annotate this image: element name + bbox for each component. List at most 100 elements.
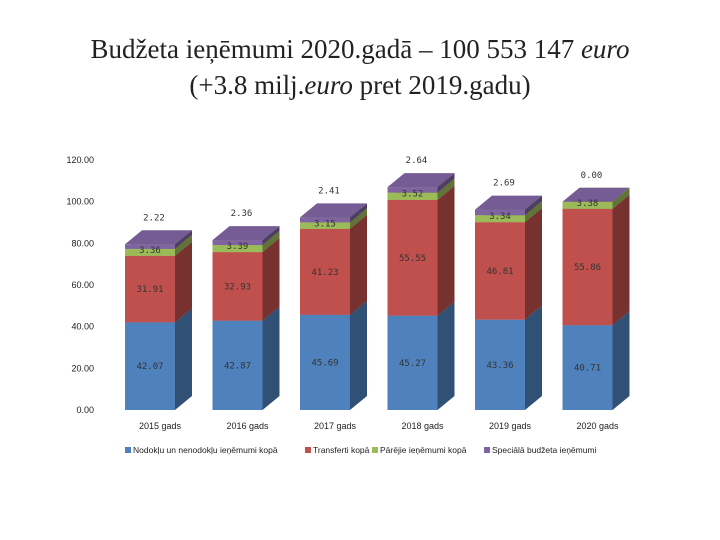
legend-swatch: [125, 447, 131, 453]
bar-segment-side: [175, 234, 192, 256]
x-category-label: 2019 gads: [489, 421, 532, 431]
data-label: 3.38: [577, 199, 599, 209]
y-tick-label: 120.00: [66, 155, 94, 165]
y-tick-label: 0.00: [76, 405, 94, 415]
bar-segment-front: [125, 255, 175, 323]
bar-segment-front: [125, 248, 175, 256]
data-label: 2.69: [493, 179, 515, 189]
bar-segment-front: [125, 244, 175, 249]
data-label: 31.91: [136, 285, 163, 295]
bar-segment-side: [350, 208, 367, 229]
bar-segment-front: [475, 209, 525, 216]
bar-segment-top: [125, 230, 192, 245]
bar-segment-front: [212, 245, 263, 253]
data-label: 46.81: [486, 267, 513, 277]
bar-segment-top: [212, 226, 280, 241]
x-category-label: 2020 gads: [576, 421, 619, 431]
legend-label: Pārējie ieņēmumi kopā: [380, 445, 467, 455]
legend-label: Transferti kopā: [313, 445, 370, 455]
bar-group: [125, 230, 192, 410]
bar-segment-side: [437, 178, 455, 200]
legend: Nodokļu un nenodokļu ieņēmumi kopā Transf…: [125, 445, 597, 455]
bar-segment-side: [350, 203, 367, 223]
y-tick-label: 60.00: [71, 280, 94, 290]
bar-segment-front: [125, 322, 175, 410]
x-category-label: 2017 gads: [314, 421, 357, 431]
bar-segment-front: [212, 240, 263, 246]
chart-subtitle-a: (+3.8 milj.: [189, 70, 305, 100]
bar-segment-side: [525, 208, 542, 320]
bar-segment-top: [475, 195, 542, 210]
data-label: 40.71: [574, 364, 601, 374]
legend-swatch: [484, 447, 490, 453]
bar-segment-front: [387, 192, 438, 200]
bar-segment-front: [562, 201, 613, 209]
bar-segment-side: [612, 194, 630, 326]
bar-segment-side: [350, 300, 367, 410]
bar-segment-front: [387, 187, 438, 193]
chart-subtitle-euro: euro: [304, 70, 353, 100]
bar-segment-top: [300, 203, 367, 218]
bar-group: [475, 195, 542, 410]
chart-title-euro: euro: [580, 34, 630, 64]
bar-group: [300, 203, 367, 410]
data-label: 42.87: [224, 361, 251, 371]
bar-segment-side: [612, 187, 630, 209]
bar-segment-side: [612, 311, 630, 410]
data-label: 3.52: [402, 190, 424, 200]
bar-segment-side: [350, 214, 367, 315]
bar-segment-top: [387, 173, 455, 188]
data-label: 2.22: [143, 213, 165, 223]
chart-title-text: Budžeta ieņēmumi 2020.gadā – 100 553 147: [90, 34, 581, 64]
data-label: 3.34: [489, 212, 511, 222]
bar-segment-side: [437, 173, 455, 193]
bar-segment-side: [175, 308, 192, 410]
bar-segment-side: [262, 231, 280, 253]
bar-segment-front: [562, 208, 613, 326]
chart-subtitle-b: pret 2019.gadu): [352, 70, 531, 100]
bar-segment-front: [300, 314, 350, 410]
data-label: 2.64: [406, 156, 428, 166]
y-tick-label: 80.00: [71, 238, 94, 248]
data-label: 42.07: [136, 362, 163, 372]
bar-group: [387, 173, 455, 410]
x-category-label: 2018 gads: [401, 421, 444, 431]
bar-segment-front: [475, 215, 525, 223]
bar-segment-front: [387, 199, 438, 316]
bar-segment-side: [175, 230, 192, 249]
bar-segment-front: [562, 325, 613, 410]
y-tick-label: 100.00: [66, 197, 94, 207]
chart-title-line1: Budžeta ieņēmumi 2020.gadā – 100 553 147…: [0, 34, 720, 65]
bar-segment-front: [300, 222, 350, 229]
bar-segment-front: [300, 217, 350, 223]
data-label: 3.36: [139, 246, 161, 256]
bar-segment-side: [262, 306, 280, 410]
bar-segment-side: [525, 201, 542, 223]
bar-segment-side: [437, 301, 455, 410]
y-tick-label: 40.00: [71, 322, 94, 332]
bar-segment-side: [262, 238, 280, 321]
bar-segment-side: [525, 195, 542, 216]
data-label: 41.23: [311, 268, 338, 278]
data-label: 0.00: [581, 171, 603, 181]
data-label: 32.93: [224, 282, 251, 292]
legend-label: Nodokļu un nenodokļu ieņēmumi kopā: [133, 445, 278, 455]
bar-segment-side: [262, 226, 280, 246]
data-label: 45.69: [311, 358, 338, 368]
chart-title-line2: (+3.8 milj.euro pret 2019.gadu): [0, 70, 720, 101]
x-category-label: 2015 gads: [139, 421, 182, 431]
bar-segment-front: [300, 228, 350, 315]
bar-segment-front: [475, 222, 525, 320]
y-tick-label: 20.00: [71, 363, 94, 373]
x-category-label: 2016 gads: [226, 421, 269, 431]
bar-segment-top: [562, 187, 630, 202]
bar-segment-side: [525, 305, 542, 410]
data-label: 55.86: [574, 263, 601, 273]
bar-segment-front: [212, 320, 263, 410]
data-label: 3.39: [227, 242, 249, 252]
legend-swatch: [372, 447, 378, 453]
data-label: 2.41: [318, 186, 340, 196]
bar-segment-front: [212, 252, 263, 321]
bar-group: [212, 226, 280, 410]
